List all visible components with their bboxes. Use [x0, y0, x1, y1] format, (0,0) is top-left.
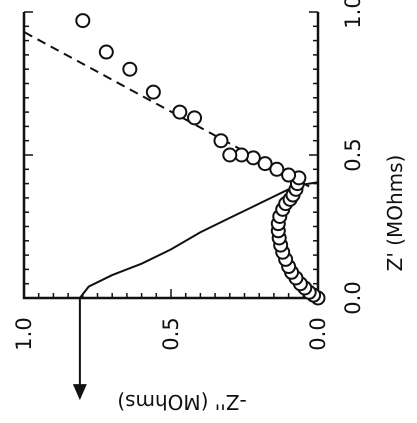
data-point	[281, 167, 297, 183]
y-tick-label: 1.0	[12, 317, 36, 350]
x-tick-label: 0.5	[341, 138, 365, 171]
data-point	[145, 84, 161, 100]
x-tick-label: 0.0	[341, 281, 365, 314]
data-point	[98, 44, 114, 60]
data-point	[122, 61, 138, 77]
y-tick-label: 0.5	[159, 317, 183, 350]
data-point	[257, 156, 273, 172]
curve-arrowhead	[72, 384, 87, 401]
x-tick-label: 1.0	[341, 0, 365, 29]
data-point	[187, 110, 203, 126]
data-point	[172, 104, 188, 120]
data-point	[222, 147, 238, 163]
y-tick-label: 0.0	[306, 317, 330, 350]
dashed-fit-line	[23, 31, 310, 188]
plot-layer: 0.0 0.5 1.0 0.0 0.5 1.0	[12, 0, 365, 401]
data-point	[213, 133, 229, 149]
data-point	[269, 161, 285, 177]
data-point	[75, 13, 91, 29]
x-axis-title: Z' (MOhms)	[383, 155, 407, 272]
y-axis-title: -Z'' (MOhms)	[117, 390, 246, 414]
